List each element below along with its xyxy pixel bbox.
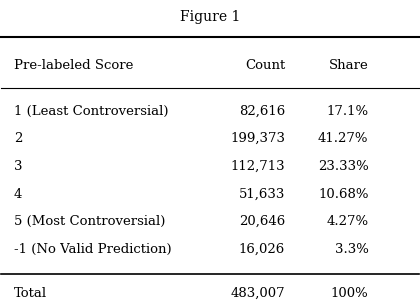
- Text: 483,007: 483,007: [231, 287, 285, 300]
- Text: -1 (No Valid Prediction): -1 (No Valid Prediction): [14, 243, 171, 256]
- Text: 10.68%: 10.68%: [318, 188, 368, 200]
- Text: 4.27%: 4.27%: [326, 215, 368, 228]
- Text: Figure 1: Figure 1: [180, 10, 240, 24]
- Text: 16,026: 16,026: [239, 243, 285, 256]
- Text: 112,713: 112,713: [231, 160, 285, 173]
- Text: 3.3%: 3.3%: [335, 243, 368, 256]
- Text: 82,616: 82,616: [239, 105, 285, 118]
- Text: 5 (Most Controversial): 5 (Most Controversial): [14, 215, 165, 228]
- Text: 51,633: 51,633: [239, 188, 285, 200]
- Text: 23.33%: 23.33%: [318, 160, 368, 173]
- Text: Share: Share: [329, 59, 368, 72]
- Text: 2: 2: [14, 132, 22, 145]
- Text: 1 (Least Controversial): 1 (Least Controversial): [14, 105, 168, 118]
- Text: 17.1%: 17.1%: [326, 105, 368, 118]
- Text: Pre-labeled Score: Pre-labeled Score: [14, 59, 133, 72]
- Text: 41.27%: 41.27%: [318, 132, 368, 145]
- Text: Count: Count: [245, 59, 285, 72]
- Text: 100%: 100%: [331, 287, 368, 300]
- Text: 4: 4: [14, 188, 22, 200]
- Text: 199,373: 199,373: [230, 132, 285, 145]
- Text: 3: 3: [14, 160, 22, 173]
- Text: 20,646: 20,646: [239, 215, 285, 228]
- Text: Total: Total: [14, 287, 47, 300]
